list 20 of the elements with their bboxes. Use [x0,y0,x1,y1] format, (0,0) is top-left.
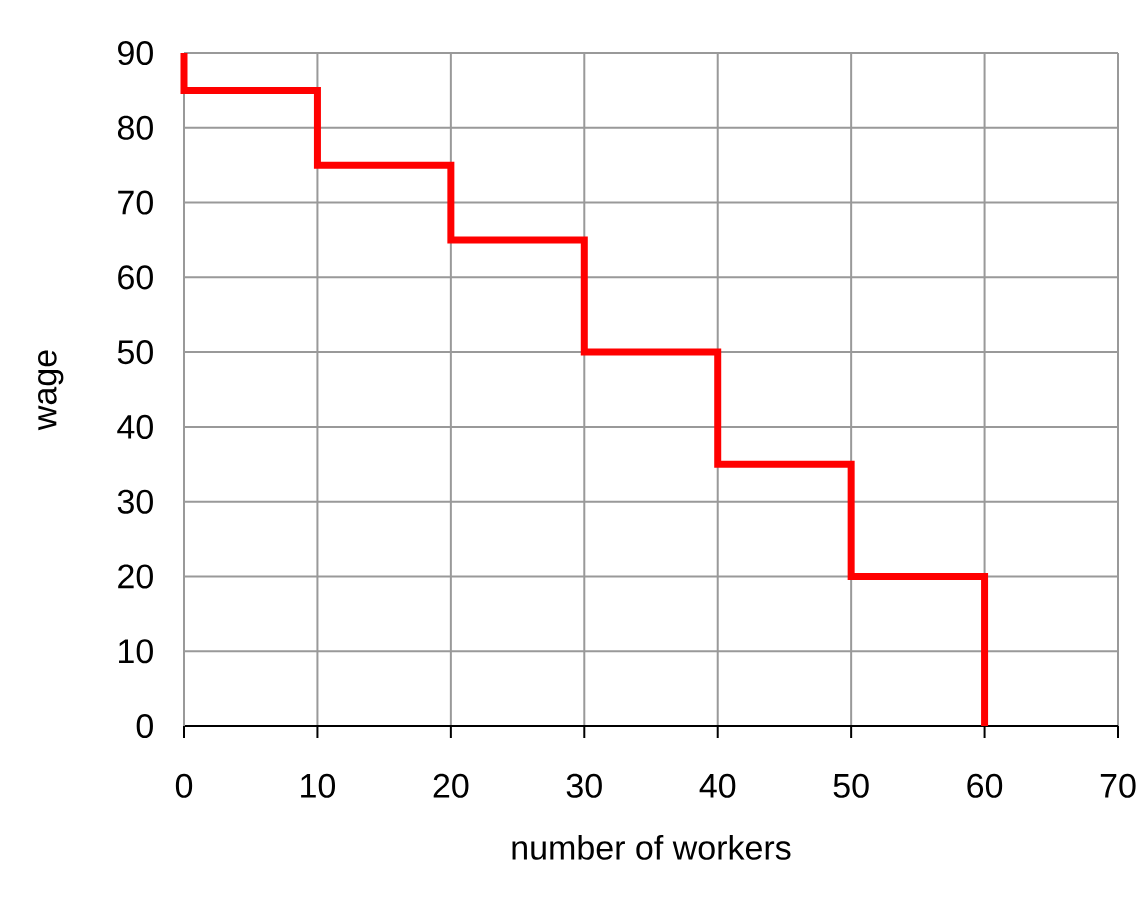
y-tick-label: 50 [117,340,153,365]
x-tick-label: 0 [175,773,193,798]
x-tick-label: 40 [699,773,736,798]
x-tick-label: 50 [833,773,869,798]
x-tick-label: 70 [1100,773,1136,798]
y-tick-label: 90 [118,40,153,66]
y-tick-label: 10 [119,639,153,664]
x-tick-label: 20 [433,773,469,798]
y-tick-label: 80 [117,115,153,140]
y-axis-title: wage [38,350,64,431]
y-tick-label: 0 [136,713,153,739]
x-tick-label: 10 [301,773,336,798]
y-tick-label: 20 [118,564,153,589]
y-tick-label: 60 [118,265,153,290]
y-tick-label: 30 [117,489,153,514]
y-tick-label: 40 [117,414,153,439]
x-axis-title: number of workers [512,834,791,860]
x-tick-label: 30 [566,773,602,798]
x-tick-label: 60 [967,773,1003,798]
y-tick-label: 70 [118,190,153,215]
